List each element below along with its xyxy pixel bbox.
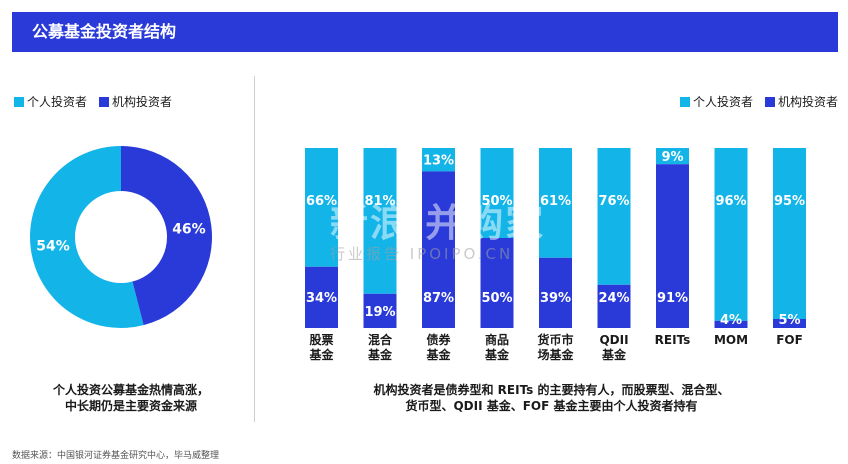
bar-segment-individual xyxy=(539,148,572,258)
donut-slice-institutional xyxy=(121,146,213,326)
legend-label-individual: 个人投资者 xyxy=(27,95,88,109)
bar-label-institutional: 24% xyxy=(598,291,629,306)
legend-swatch-institutional xyxy=(99,96,110,107)
category-tick-label: QDII xyxy=(599,333,628,347)
category-tick-label: 基金 xyxy=(308,347,334,362)
bar-segment-institutional xyxy=(480,238,514,328)
bar-segment-institutional xyxy=(597,284,631,328)
bar-segment-individual xyxy=(305,148,338,267)
bar-segment-institutional xyxy=(656,164,689,328)
bar-segment-institutional xyxy=(422,171,455,328)
bar-caption-line: 货币型、QDII 基金、FOF 基金主要由个人投资者持有 xyxy=(405,399,698,413)
section-divider xyxy=(254,76,255,422)
bar-segment-individual xyxy=(656,148,689,165)
category-tick-label: 股票 xyxy=(309,332,333,347)
bar-label-institutional: 39% xyxy=(540,291,571,306)
category-tick-label: 基金 xyxy=(367,347,393,362)
bar-label-individual: 61% xyxy=(540,194,571,209)
donut-label-individual: 54% xyxy=(36,239,70,255)
donut-caption-line: 中长期仍是主要资金来源 xyxy=(64,399,197,413)
bar-caption: 机构投资者是债券型和 REITs 的主要持有人，而股票型、混合型、 货币型、QD… xyxy=(265,382,838,414)
legend-swatch-institutional xyxy=(764,96,775,107)
bar-label-institutional: 19% xyxy=(364,305,395,320)
category-tick-label: 基金 xyxy=(484,347,510,362)
bar-label-individual: 81% xyxy=(364,194,395,209)
bar-segment-individual xyxy=(773,148,806,319)
bar-label-individual: 50% xyxy=(481,194,512,209)
legend-item-institutional: 机构投资者 xyxy=(99,93,172,110)
legend-item-individual: 个人投资者 xyxy=(679,93,753,110)
bar-segment-individual xyxy=(422,148,455,172)
bar-segment-individual xyxy=(597,148,631,285)
bar-label-individual: 13% xyxy=(423,154,454,169)
bar-segment-individual xyxy=(363,148,397,294)
category-tick-label: MOM xyxy=(714,333,748,347)
legend-swatch-individual xyxy=(679,96,690,107)
page-header: 公募基金投资者结构 xyxy=(12,12,838,52)
donut-caption-line: 个人投资公募基金热情高涨， xyxy=(52,383,209,397)
bar-segment-institutional xyxy=(714,320,748,328)
bar-legend: 个人投资者 机构投资者 xyxy=(679,93,838,110)
source-note: 数据来源：中国银河证券基金研究中心，毕马威整理 xyxy=(12,451,220,461)
category-tick-label: 债券 xyxy=(426,332,451,347)
donut-label-institutional: 46% xyxy=(172,221,206,237)
bar-label-institutional: 34% xyxy=(306,291,337,306)
bar-label-individual: 66% xyxy=(306,194,337,209)
bar-label-institutional: 87% xyxy=(423,291,454,306)
legend-label-individual: 个人投资者 xyxy=(692,95,753,109)
category-tick-label: 场基金 xyxy=(537,347,574,362)
legend-item-individual: 个人投资者 xyxy=(14,93,87,110)
legend-label-institutional: 机构投资者 xyxy=(112,95,173,109)
bar-segment-individual xyxy=(714,148,748,321)
category-tick-label: 混合 xyxy=(368,332,393,347)
bar-segment-institutional xyxy=(363,293,397,328)
bar-label-individual: 76% xyxy=(598,194,629,209)
donut-slice-individual xyxy=(30,146,144,328)
page-title: 公募基金投资者结构 xyxy=(32,22,177,41)
donut-caption: 个人投资公募基金热情高涨， 中长期仍是主要资金来源 xyxy=(14,382,248,414)
bar-caption-line: 机构投资者是债券型和 REITs 的主要持有人，而股票型、混合型、 xyxy=(373,383,730,397)
legend-swatch-individual xyxy=(14,96,24,107)
category-tick-label: 基金 xyxy=(425,347,451,362)
bar-segment-individual xyxy=(480,148,514,238)
legend-label-institutional: 机构投资者 xyxy=(777,95,838,109)
donut-legend: 个人投资者 机构投资者 xyxy=(14,93,172,110)
bar-segment-institutional xyxy=(305,266,338,328)
category-tick-label: FOF xyxy=(776,333,803,347)
category-tick-label: 基金 xyxy=(601,347,627,362)
category-tick-label: REITs xyxy=(655,333,691,347)
bar-segment-institutional xyxy=(539,257,572,328)
bar-label-institutional: 4% xyxy=(720,313,742,328)
legend-item-institutional: 机构投资者 xyxy=(764,93,838,110)
bar-label-individual: 95% xyxy=(774,194,805,209)
bar-label-institutional: 91% xyxy=(657,291,688,306)
bar-label-institutional: 5% xyxy=(778,313,800,328)
bar-segment-institutional xyxy=(773,319,806,328)
bar-label-individual: 96% xyxy=(715,194,746,209)
bar-label-institutional: 50% xyxy=(481,291,512,306)
category-tick-label: 货币市 xyxy=(537,332,573,347)
bar-label-individual: 9% xyxy=(661,150,683,165)
category-tick-label: 商品 xyxy=(485,332,509,347)
